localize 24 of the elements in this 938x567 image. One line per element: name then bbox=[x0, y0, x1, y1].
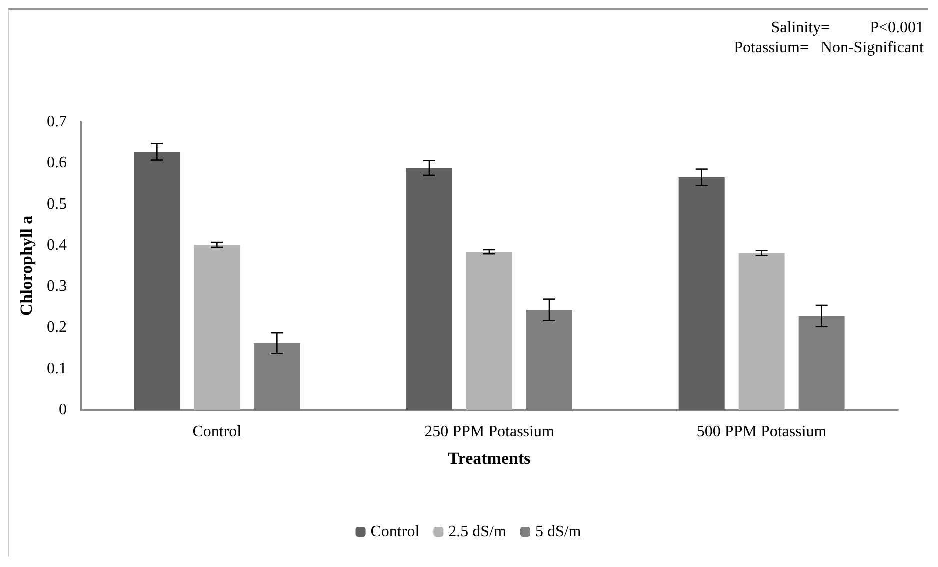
text: Salinity= P<0.001 bbox=[771, 20, 924, 36]
x-tick-label: 250 PPM Potassium bbox=[424, 424, 555, 440]
legend-label: Control bbox=[370, 524, 420, 540]
x-axis-title: Treatments bbox=[448, 449, 532, 468]
y-axis-title: Chlorophyll a bbox=[17, 215, 36, 316]
y-tick-label: 0.2 bbox=[47, 319, 67, 336]
y-tick-label: 0.5 bbox=[47, 196, 67, 213]
bar bbox=[466, 252, 512, 410]
text: Potassium= Non-Significant bbox=[734, 40, 925, 56]
y-tick-label: 0.4 bbox=[47, 236, 67, 254]
bar bbox=[194, 245, 240, 410]
x-tick-label: 500 PPM Potassium bbox=[696, 424, 828, 440]
bar bbox=[134, 152, 180, 410]
legend-label: 2.5 dS/m bbox=[448, 524, 507, 540]
bar bbox=[678, 178, 725, 410]
bar bbox=[738, 253, 785, 410]
y-tick-label: 0.1 bbox=[47, 360, 67, 378]
y-tick-label: 0 bbox=[59, 402, 67, 418]
y-tick-label: 0.6 bbox=[47, 154, 67, 172]
y-tick-label: 0.3 bbox=[47, 278, 67, 296]
y-tick-label: 0.7 bbox=[47, 114, 67, 130]
legend-label: 5 dS/m bbox=[535, 524, 582, 540]
bar bbox=[406, 168, 452, 410]
x-tick-label: Control bbox=[192, 424, 242, 440]
